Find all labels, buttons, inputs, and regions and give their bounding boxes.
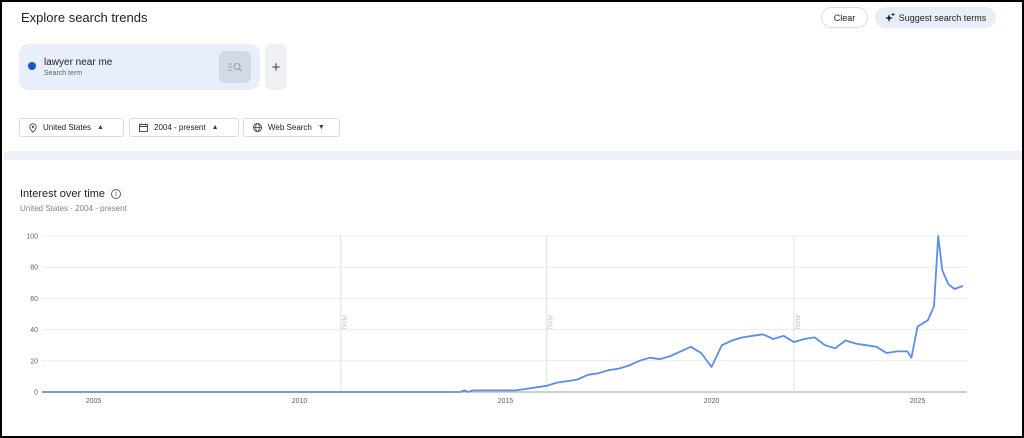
y-tick-label: 100 xyxy=(26,234,38,241)
y-tick-label: 40 xyxy=(30,327,38,334)
caret-up-icon: ▲ xyxy=(211,124,219,131)
caret-down-icon: ▼ xyxy=(317,124,325,131)
y-tick-label: 0 xyxy=(34,390,38,397)
x-tick-label: 2025 xyxy=(910,398,926,405)
note-marker-label: Note xyxy=(795,315,802,330)
note-marker-label: Note xyxy=(548,315,555,330)
series-line xyxy=(42,235,964,393)
suggest-search-terms-button[interactable]: Suggest search terms xyxy=(875,7,996,28)
subtitle-location: United States xyxy=(20,204,69,213)
search-term-card[interactable]: lawyer near me Search term xyxy=(19,44,260,90)
edit-search-term-button[interactable] xyxy=(219,51,251,83)
x-tick-label: 2015 xyxy=(498,398,514,405)
chart-title-text: Interest over time xyxy=(20,188,105,200)
y-tick-label: 60 xyxy=(30,296,38,303)
clear-button[interactable]: Clear xyxy=(821,7,868,28)
search-term-name: lawyer near me xyxy=(44,57,113,68)
globe-icon xyxy=(253,123,262,132)
subtitle-separator: · xyxy=(70,204,73,213)
search-term-type: Search term xyxy=(44,70,83,77)
chart-panel-title: Interest over time i xyxy=(20,188,121,200)
location-pin-icon xyxy=(29,122,37,133)
caret-up-icon: ▲ xyxy=(97,124,104,131)
subtitle-range: 2004 - present xyxy=(75,204,127,213)
time-range-filter[interactable]: 2004 - present ▲ xyxy=(129,118,239,137)
time-range-filter-label: 2004 - present xyxy=(154,123,206,132)
y-tick-label: 20 xyxy=(30,358,38,365)
location-filter[interactable]: United States ▲ xyxy=(19,118,124,137)
add-search-term-button[interactable]: + xyxy=(265,44,287,90)
x-tick-label: 2005 xyxy=(86,398,102,405)
suggest-button-label: Suggest search terms xyxy=(898,12,987,23)
x-tick-label: 2010 xyxy=(292,398,308,405)
y-tick-label: 80 xyxy=(30,265,38,272)
section-divider xyxy=(4,151,1022,160)
chart-subtitle: United States · 2004 - present xyxy=(20,204,127,213)
sparkle-plus-icon xyxy=(884,12,895,22)
location-filter-label: United States xyxy=(43,123,92,132)
series-color-dot xyxy=(28,62,36,70)
property-filter-label: Web Search xyxy=(268,123,312,132)
clear-button-label: Clear xyxy=(833,12,856,23)
x-tick-label: 2020 xyxy=(704,398,720,405)
info-icon[interactable]: i xyxy=(110,189,121,199)
edit-search-icon xyxy=(228,62,242,72)
page-title: Explore search trends xyxy=(21,10,148,25)
calendar-icon xyxy=(139,123,148,132)
note-marker-label: Note xyxy=(342,315,349,330)
add-term-label: + xyxy=(271,58,281,76)
property-filter[interactable]: Web Search ▼ xyxy=(243,118,340,137)
